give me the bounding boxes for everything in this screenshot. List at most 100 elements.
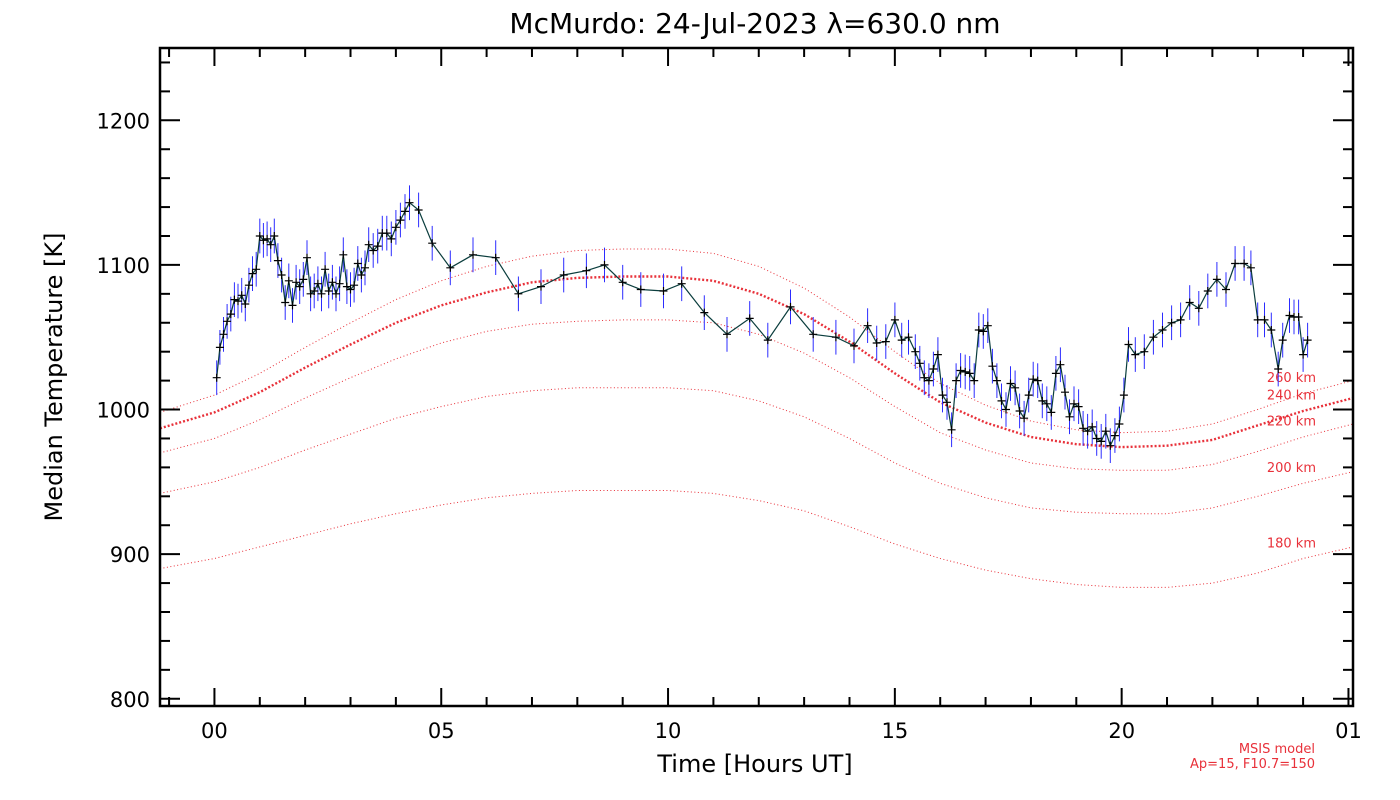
data-point [809,330,818,339]
data-point [373,242,382,251]
data-point [273,256,282,265]
data-point [1070,399,1078,408]
data-point [988,362,997,371]
data-point [401,207,409,216]
data-point [1015,407,1024,415]
axis-ticks [160,48,1353,706]
data-point [288,301,297,310]
data-point [244,281,253,290]
data-point [897,336,906,345]
y-axis-label: Median Temperature [K] [40,232,68,521]
data-point [1303,336,1312,345]
data-point [1274,365,1283,373]
x-tick-label: 05 [428,719,455,743]
data-point [1110,431,1119,440]
y-tick-label: 800 [110,688,150,712]
data-point [1020,414,1029,423]
data-point [414,206,423,214]
data-point [997,396,1006,405]
data-point [677,279,686,288]
data-point [938,391,947,400]
data-point [350,281,359,290]
msis-curve-200-km [159,387,1354,515]
data-point [1299,350,1308,359]
data-point [259,236,268,245]
data-point [1061,388,1069,397]
data-point [332,289,340,298]
data-point [335,279,344,288]
data-point [339,250,348,259]
data-point [1011,383,1020,392]
data-point [1131,350,1140,359]
msis-curve-label-200-km: 200 km [1267,461,1316,476]
msis-curve-260-km [159,248,1354,434]
data-point [310,287,319,295]
y-tick-label: 1200 [97,109,150,133]
data-point [237,291,246,300]
data-point [1260,315,1269,324]
data-point [295,282,304,291]
data-point [1047,408,1056,417]
msis-curve-180-km [159,490,1354,588]
data-point [1042,399,1051,408]
data-point [979,327,988,336]
data-point [1024,391,1033,400]
msis-model-curve-labels: 180 km 200 km 220 km 240 km 260 km [1267,371,1316,551]
data-point [270,232,279,240]
y-tick-label: 900 [110,543,150,567]
y-tick-label: 1000 [97,399,150,423]
data-point [277,271,286,279]
data-point [745,314,754,323]
data-point [924,376,933,385]
data-point [255,232,264,240]
data-point [1176,315,1185,324]
data-point [863,321,872,330]
data-point [1158,326,1167,334]
data-point [636,285,645,294]
msis-curve-220-km [159,319,1354,471]
data-point [353,259,362,268]
data-point [915,359,924,368]
data-point [1065,412,1074,421]
data-point [223,317,232,326]
data-point [346,285,355,294]
data-point [252,265,261,274]
data-point [299,275,308,284]
data-point [1185,298,1194,307]
data-point [428,239,437,248]
data-point [1119,391,1128,400]
data-point [321,265,330,274]
data-point [1240,259,1249,268]
data-point [317,289,326,298]
data-point [559,271,568,279]
data-point [952,376,961,385]
data-point [1124,340,1133,349]
data-point [1278,336,1287,345]
data-point [1253,315,1262,324]
data-point [933,350,942,359]
data-point [1222,285,1230,294]
data-point [491,253,500,262]
data-point [961,367,970,376]
data-point [582,266,591,275]
data-point [1051,369,1060,378]
data-point [659,287,668,295]
msis-model-label: MSIS model [1239,742,1315,757]
data-point [396,216,405,225]
data-point [303,253,311,262]
data-point [446,263,455,272]
data-point [1088,422,1097,431]
data-point [1294,313,1303,321]
msis-curve-label-220-km: 220 km [1267,415,1316,430]
measured-temperature-line [216,201,1309,448]
data-point [357,271,366,279]
data-point [929,365,938,373]
data-point [1083,427,1092,436]
data-point [1033,376,1042,385]
data-point [1038,396,1047,405]
data-point [1115,420,1124,428]
data-point [1212,275,1221,284]
msis-curve-label-180-km: 180 km [1267,536,1316,551]
error-bars [216,185,1309,463]
